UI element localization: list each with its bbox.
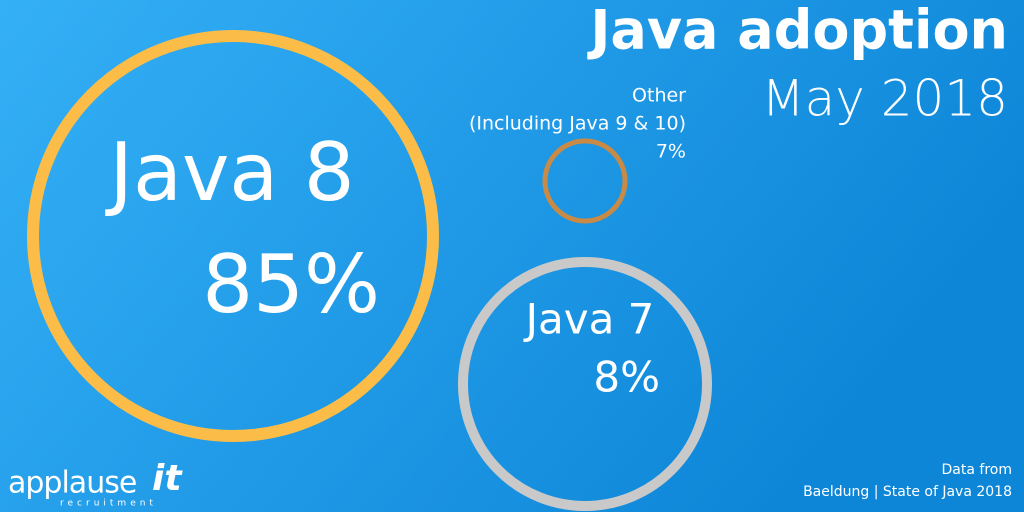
logo: applause (8, 466, 136, 501)
annotation: (Including Java 9 & 10) (469, 113, 686, 135)
value-label: 7% (656, 141, 686, 163)
source: Data from (942, 462, 1012, 478)
title: Java adoption (586, 0, 1008, 62)
logo-mark: it (152, 458, 183, 499)
bubble (542, 138, 628, 224)
bubble (27, 30, 439, 442)
subtitle: May 2018 (761, 70, 1008, 128)
source: Baeldung | State of Java 2018 (803, 484, 1012, 500)
bubble-label: Java 7 (523, 295, 655, 344)
logo-tagline: recruitment (60, 499, 157, 509)
bubble-label: Java 8 (104, 126, 354, 219)
value-label: 8% (593, 353, 660, 402)
bubble-label: Other (632, 85, 686, 107)
bubble (458, 257, 712, 511)
value-label: 85% (202, 238, 380, 331)
